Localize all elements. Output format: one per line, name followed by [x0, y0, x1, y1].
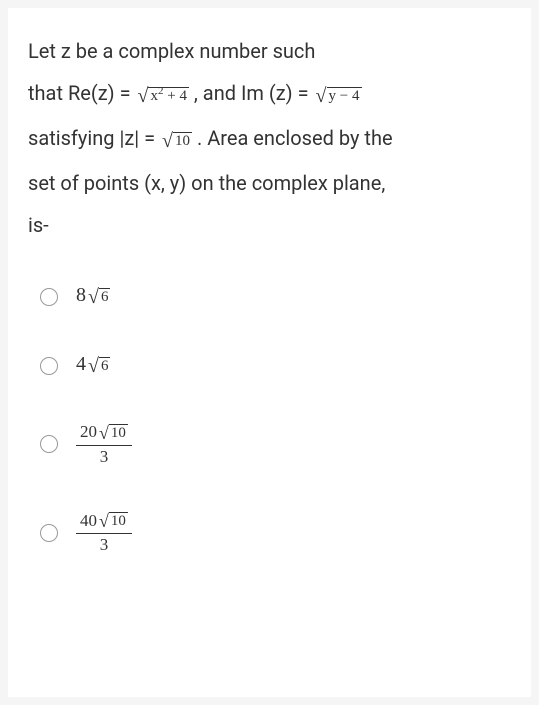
question-card: Let z be a complex number such that Re(z… — [8, 8, 531, 697]
option-1[interactable]: 8√6 — [40, 284, 511, 309]
sqrt-expr-2: √y − 4 — [316, 77, 362, 115]
question-line2a: that Re(z) = — [28, 81, 136, 105]
sqrt-expr-1: √x2 + 4 — [138, 77, 189, 115]
radio-icon — [40, 435, 58, 453]
question-line3b: . Area enclosed by the — [192, 126, 393, 150]
question-line3a: satisfying |z| = — [28, 126, 160, 150]
options-group: 8√6 4√6 20√10 3 40√10 3 — [28, 284, 511, 555]
question-line2b: , and Im (z) = — [189, 81, 314, 105]
radio-icon — [40, 357, 58, 375]
question-line5: is- — [28, 206, 511, 244]
radio-icon — [40, 288, 58, 306]
option-3[interactable]: 20√10 3 — [40, 422, 511, 467]
option-2-label: 4√6 — [76, 353, 110, 378]
sqrt-expr-3: √10 — [162, 122, 192, 160]
option-4[interactable]: 40√10 3 — [40, 511, 511, 556]
question-line1: Let z be a complex number such — [28, 39, 315, 63]
question-text: Let z be a complex number such that Re(z… — [28, 32, 511, 244]
option-1-label: 8√6 — [76, 284, 110, 309]
question-line4: set of points (x, y) on the complex plan… — [28, 164, 511, 202]
option-2[interactable]: 4√6 — [40, 353, 511, 378]
radio-icon — [40, 524, 58, 542]
option-4-label: 40√10 3 — [76, 511, 132, 556]
option-3-label: 20√10 3 — [76, 422, 132, 467]
